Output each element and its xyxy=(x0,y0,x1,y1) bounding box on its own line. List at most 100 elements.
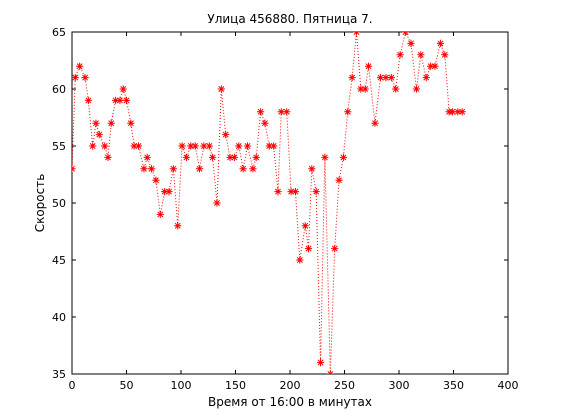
data-point xyxy=(217,85,225,93)
data-point xyxy=(191,142,199,150)
data-point xyxy=(291,188,300,196)
data-point xyxy=(140,165,148,173)
data-point xyxy=(396,51,404,59)
data-point xyxy=(335,176,343,184)
data-point xyxy=(344,108,352,116)
data-point xyxy=(76,62,84,70)
data-point xyxy=(427,62,435,70)
data-point xyxy=(178,142,186,150)
data-point xyxy=(371,119,379,127)
plot-area: 0 50 100 150 200 250 300 350 400 35 40 45 50 55 60 65 xyxy=(52,26,519,392)
data-point xyxy=(431,62,439,70)
data-point xyxy=(422,74,430,82)
data-point xyxy=(361,85,369,93)
data-point xyxy=(143,153,151,161)
data-point xyxy=(235,142,243,150)
y-tick-label: 55 xyxy=(52,140,66,153)
data-point xyxy=(287,188,295,196)
data-point xyxy=(81,74,89,82)
y-tick-label: 40 xyxy=(52,311,66,324)
data-point xyxy=(436,39,445,47)
data-point xyxy=(130,142,138,150)
data-point xyxy=(454,108,462,116)
data-point xyxy=(417,51,425,59)
y-tick-label: 60 xyxy=(52,83,66,96)
data-point xyxy=(127,119,135,127)
data-point xyxy=(382,74,390,82)
data-point xyxy=(441,51,449,59)
y-tick-label: 50 xyxy=(52,197,66,210)
data-point xyxy=(119,85,127,93)
data-point xyxy=(376,74,385,82)
data-point xyxy=(200,142,208,150)
x-axis-label: Время от 16:00 в минутах xyxy=(208,395,372,409)
data-point xyxy=(252,153,260,161)
data-point xyxy=(339,153,348,161)
x-tick-label: 200 xyxy=(280,379,301,392)
data-point xyxy=(213,199,221,207)
data-point xyxy=(165,188,173,196)
data-point xyxy=(256,108,265,116)
data-point xyxy=(230,153,239,161)
data-point xyxy=(134,142,143,150)
data-point xyxy=(84,96,92,104)
data-point xyxy=(112,96,120,104)
data-point xyxy=(116,96,124,104)
data-point xyxy=(122,96,131,104)
data-point xyxy=(161,188,169,196)
series-group xyxy=(72,32,466,374)
data-point xyxy=(92,119,100,127)
data-point xyxy=(348,74,356,82)
chart-title: Улица 456880. Пятница 7. xyxy=(207,12,372,26)
data-point xyxy=(249,165,257,173)
y-tick-label: 35 xyxy=(52,368,66,381)
data-point xyxy=(243,142,252,150)
data-point xyxy=(169,165,177,173)
x-tick-label: 100 xyxy=(171,379,192,392)
x-tick-label: 250 xyxy=(334,379,355,392)
x-tick-label: 300 xyxy=(389,379,410,392)
data-point xyxy=(364,62,373,70)
data-point xyxy=(101,142,109,150)
y-tick-label: 65 xyxy=(52,26,66,39)
y-tick-label: 45 xyxy=(52,254,66,267)
data-point xyxy=(283,108,291,116)
data-point xyxy=(357,85,365,93)
data-point xyxy=(458,108,466,116)
data-point xyxy=(387,74,395,82)
data-point xyxy=(89,142,97,150)
data-point xyxy=(392,85,400,93)
data-point xyxy=(270,142,278,150)
data-point xyxy=(205,142,213,150)
data-point xyxy=(182,153,191,161)
data-point xyxy=(274,188,282,196)
data-point xyxy=(222,131,230,139)
data-point xyxy=(296,256,304,264)
data-point xyxy=(277,108,285,116)
data-point xyxy=(156,210,164,218)
data-point xyxy=(195,165,204,173)
x-tick-label: 0 xyxy=(69,379,76,392)
data-point xyxy=(265,142,273,150)
data-point xyxy=(72,74,79,82)
data-point xyxy=(312,188,320,196)
data-point xyxy=(308,165,316,173)
data-point xyxy=(174,222,182,230)
data-point xyxy=(147,165,156,173)
x-tick-label: 50 xyxy=(120,379,134,392)
data-point xyxy=(316,359,325,367)
data-point xyxy=(261,119,269,127)
y-axis-label: Скорость xyxy=(33,174,47,233)
data-point xyxy=(304,245,313,253)
data-point xyxy=(301,222,309,230)
data-point xyxy=(187,142,195,150)
x-tick-label: 150 xyxy=(225,379,246,392)
data-point xyxy=(95,131,103,139)
data-point xyxy=(412,85,421,93)
data-point xyxy=(104,153,112,161)
data-point xyxy=(321,153,329,161)
data-point xyxy=(331,245,339,253)
data-point xyxy=(152,176,160,184)
